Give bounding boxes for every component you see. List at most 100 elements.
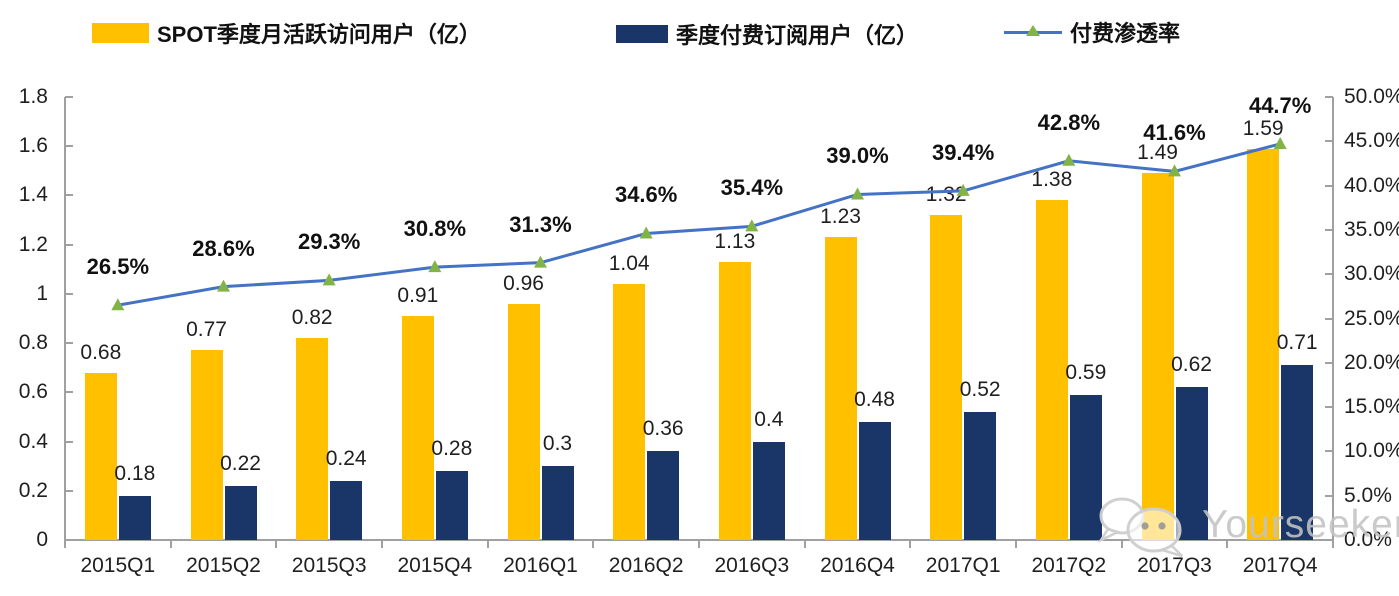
x-axis-tick	[698, 540, 700, 548]
y-axis-right-line	[1332, 97, 1334, 540]
y-axis-right-tick	[1325, 494, 1333, 497]
y-axis-left-tick	[65, 96, 73, 98]
subs-bar-value-label: 0.4	[754, 407, 784, 431]
penetration-value-label: 44.7%	[1248, 92, 1312, 118]
x-axis-tick	[803, 540, 806, 548]
x-axis-label: 2016Q2	[608, 554, 684, 577]
y-axis-left-label: 1.4	[18, 183, 48, 207]
mau-bar-value-label: 1.04	[608, 252, 650, 276]
subs-bar-value-label: 0.18	[114, 461, 156, 485]
x-axis-tick	[1226, 540, 1229, 548]
x-axis-tick	[381, 540, 383, 548]
penetration-value-label: 41.6%	[1143, 120, 1206, 146]
y-axis-left-tick	[65, 489, 73, 492]
penetration-value-label: 35.4%	[720, 175, 784, 201]
mau-bar	[401, 316, 434, 540]
penetration-legend-line-icon	[1004, 21, 1062, 43]
subs-legend-swatch	[616, 25, 668, 43]
subs-bar-value-label: 0.48	[854, 387, 895, 411]
y-axis-right-tick	[1325, 361, 1333, 364]
x-axis-label: 2015Q4	[397, 554, 473, 577]
y-axis-left-tick	[65, 440, 73, 443]
mau-bar	[613, 284, 646, 540]
subs-bar-value-label: 0.28	[431, 437, 473, 461]
y-axis-left-tick	[65, 194, 73, 197]
subs-bar	[1281, 365, 1314, 540]
y-axis-right-label: 20.0%	[1344, 350, 1399, 374]
y-axis-right-label: 5.0%	[1344, 483, 1392, 507]
x-axis-label: 2016Q1	[503, 554, 578, 577]
penetration-value-label: 42.8%	[1037, 109, 1101, 135]
wechat-icon	[1097, 497, 1183, 558]
subs-bar-value-label: 0.24	[325, 446, 367, 470]
subs-bar	[435, 471, 468, 540]
mau-bar-value-label: 0.96	[503, 271, 544, 295]
x-axis-tick	[1015, 540, 1017, 548]
y-axis-right-label: 40.0%	[1344, 173, 1399, 197]
penetration-marker	[851, 187, 864, 200]
mau-bar-value-label: 1.13	[714, 229, 756, 253]
subs-bar-value-label: 0.59	[1065, 360, 1107, 384]
mau-bar-value-label: 1.32	[925, 183, 967, 207]
x-axis-label: 2017Q2	[1031, 554, 1107, 577]
legend-item-mau: SPOT季度月活跃访问用户（亿）	[92, 20, 481, 47]
subs-bar	[330, 480, 363, 540]
subs-bar	[224, 485, 257, 540]
x-axis-label: 2015Q1	[80, 554, 156, 577]
subs-bar	[964, 412, 997, 540]
y-axis-left-label: 1.8	[18, 85, 48, 108]
subs-bar-value-label: 0.3	[542, 432, 573, 456]
x-axis-tick	[169, 540, 172, 548]
penetration-marker	[534, 255, 547, 268]
x-axis-label: 2015Q2	[186, 554, 261, 577]
x-axis-label: 2015Q3	[291, 554, 367, 577]
y-axis-left-label: 0.2	[18, 478, 48, 502]
subs-legend-label: 季度付费订阅用户（亿）	[676, 23, 919, 48]
subs-bar-value-label: 0.62	[1171, 353, 1212, 377]
x-axis-label: 2017Q1	[925, 554, 1001, 577]
x-axis-tick	[275, 540, 278, 548]
y-axis-right-tick	[1325, 273, 1333, 276]
y-axis-right-tick	[1325, 228, 1333, 231]
x-axis-tick	[1332, 540, 1334, 548]
y-axis-left-line	[64, 97, 66, 540]
y-axis-right-label: 25.0%	[1344, 306, 1399, 330]
mau-bar	[296, 338, 329, 540]
mau-bar-value-label: 0.68	[80, 340, 122, 364]
subs-bar	[647, 451, 680, 540]
mau-bar-value-label: 1.59	[1242, 116, 1284, 140]
x-axis-label: 2016Q3	[714, 554, 790, 577]
penetration-marker	[111, 298, 125, 311]
mau-bar	[190, 350, 223, 540]
mau-bar-value-label: 0.77	[186, 318, 227, 342]
y-axis-left-label: 0.4	[18, 429, 48, 453]
mau-bar-value-label: 0.91	[397, 284, 439, 308]
subs-bar-value-label: 0.36	[642, 417, 684, 441]
watermark-text: Yourseeker	[1202, 503, 1399, 546]
x-axis-tick	[486, 540, 489, 548]
y-axis-left-label: 0	[36, 528, 48, 551]
subs-bar-value-label: 0.22	[220, 451, 261, 475]
subs-bar	[118, 495, 151, 540]
x-axis-label: 2017Q4	[1242, 554, 1318, 577]
penetration-value-label: 39.4%	[931, 139, 995, 165]
mau-bar	[84, 372, 117, 540]
y-axis-right-tick	[1325, 96, 1333, 98]
y-axis-left-tick	[65, 391, 73, 394]
subs-bar	[541, 466, 574, 540]
y-axis-right-tick	[1325, 539, 1333, 541]
y-axis-right-tick	[1325, 406, 1333, 409]
x-axis-tick	[592, 540, 595, 548]
penetration-marker	[322, 273, 336, 286]
y-axis-left-tick	[65, 292, 73, 295]
y-axis-right-label: 10.0%	[1344, 439, 1399, 463]
x-axis-tick	[909, 540, 912, 548]
y-axis-left-label: 0.6	[18, 380, 48, 404]
subs-bar	[858, 421, 891, 540]
y-axis-left-label: 1.2	[18, 232, 48, 256]
y-axis-right-tick	[1325, 317, 1333, 320]
y-axis-right-label: 0.0%	[1344, 528, 1392, 551]
y-axis-right-label: 50.0%	[1344, 85, 1399, 108]
y-axis-right-label: 15.0%	[1344, 395, 1399, 419]
